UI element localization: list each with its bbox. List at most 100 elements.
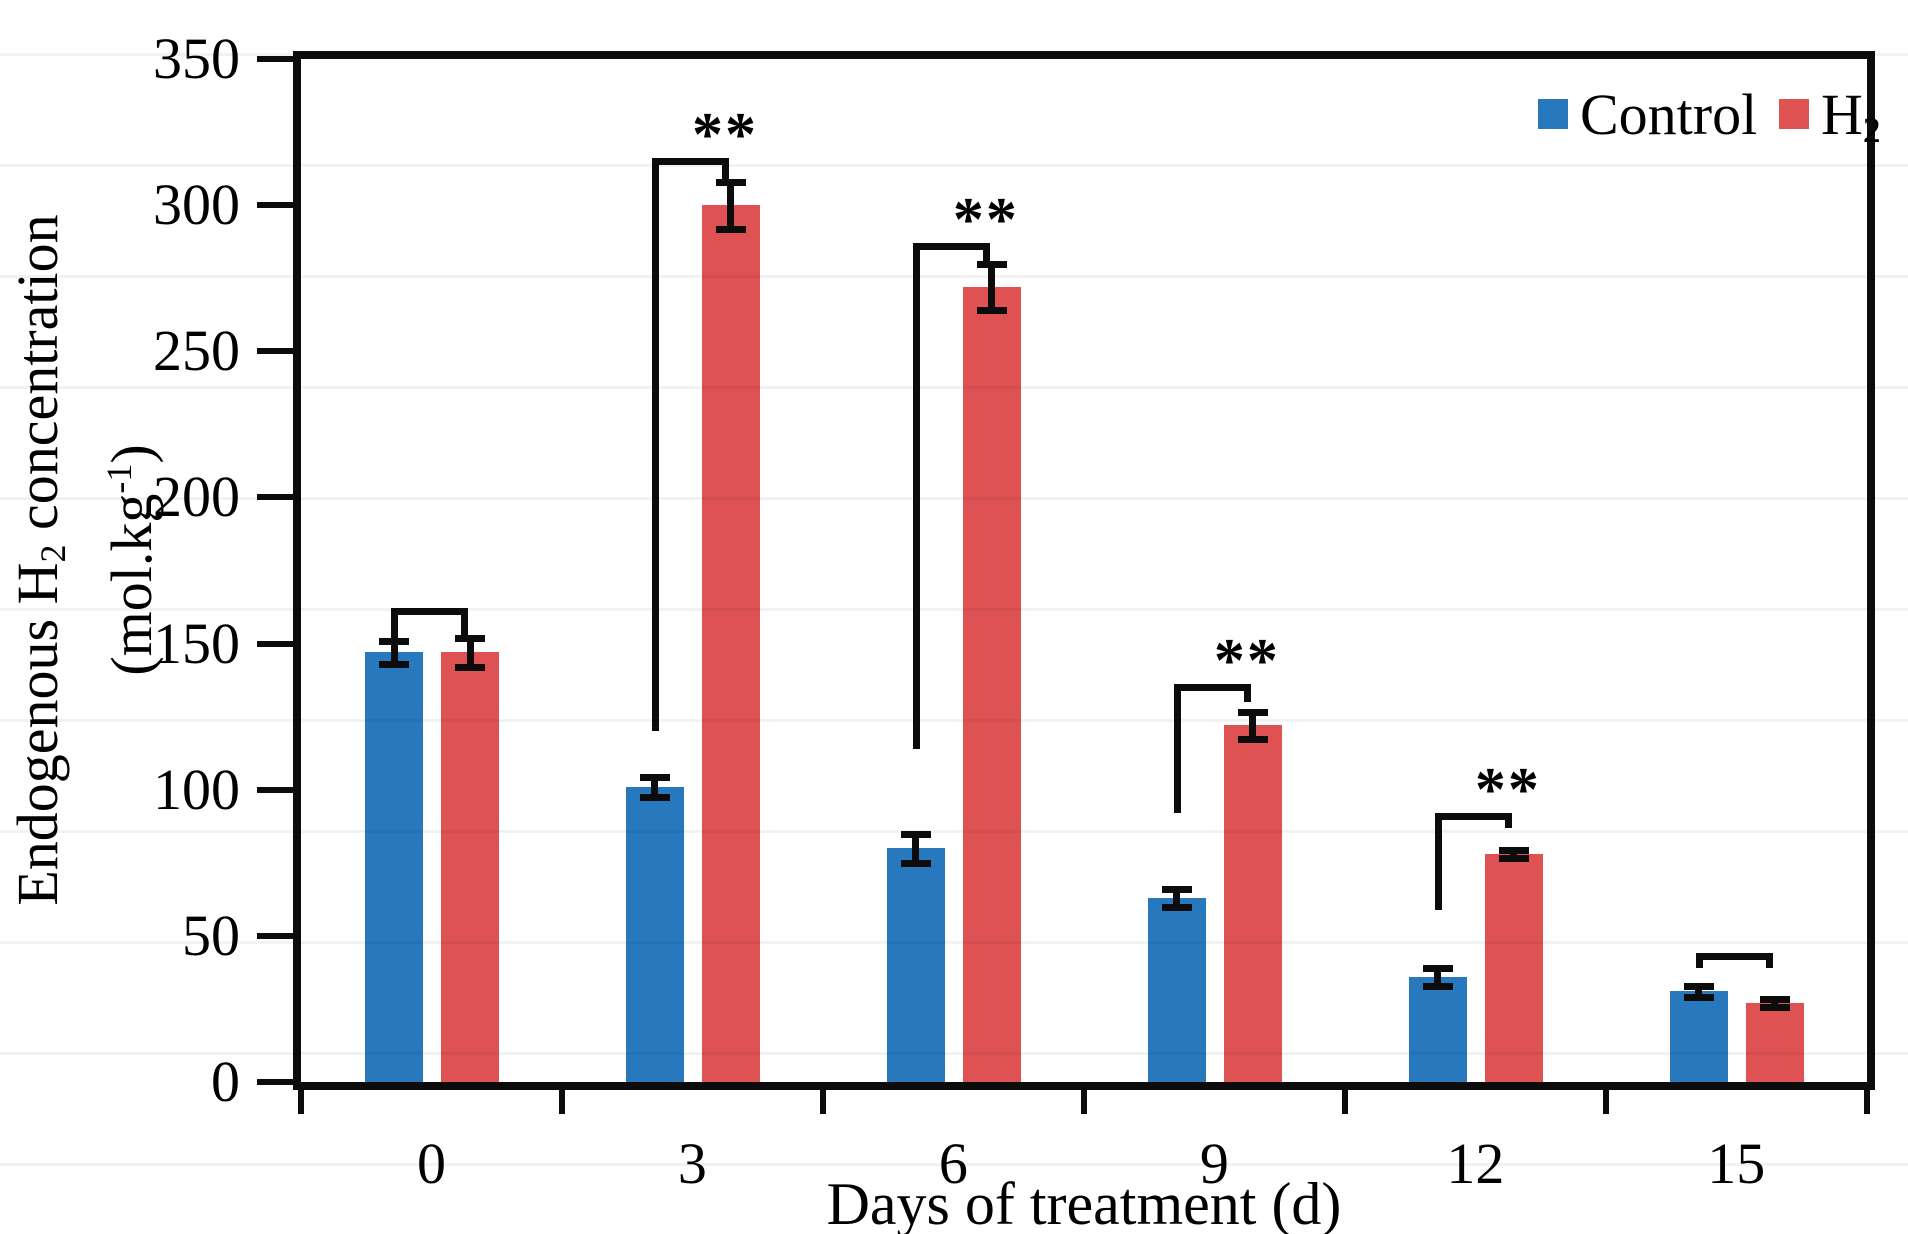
error-bar-cap-top-h2-day12 [1498,846,1529,854]
y-tick-label-100: 100 [153,756,240,822]
error-bar-cap-bottom-control-day9 [1161,903,1192,911]
error-bar-cap-bottom-h2-day9 [1237,735,1268,743]
sig-bracket-left-arm-day15 [1695,953,1703,968]
error-bar-line-control-day12 [1434,965,1442,989]
bar-h2-day12 [1484,854,1543,1082]
sig-bracket-hline-day6 [912,243,989,251]
error-bar-line-control-day0 [390,637,398,668]
error-bar-cap-top-control-day12 [1422,965,1453,972]
x-category-label-0: 0 [416,1131,446,1196]
error-bar-line-h2-day3 [727,178,735,232]
x-tick-4 [1341,1090,1348,1114]
sig-bracket-hline-day3 [651,158,728,166]
x-tick-5 [1602,1090,1609,1114]
sig-bracket-hline-day15 [1695,953,1772,961]
significance-stars-day12: ** [1474,756,1541,825]
y-tick-250 [257,348,293,355]
sig-bracket-left-arm-day6 [912,243,920,749]
bar-h2-day3 [701,205,760,1082]
error-bar-line-control-day3 [651,773,659,800]
error-bar-cap-bottom-control-day15 [1683,994,1714,1002]
error-bar-cap-bottom-control-day0 [379,661,409,669]
y-tick-350 [257,56,293,62]
y-tick-300 [257,202,293,209]
error-bar-cap-bottom-h2-day6 [976,307,1007,315]
y-tick-200 [257,494,293,501]
error-bar-cap-bottom-h2-day3 [715,225,746,233]
sig-bracket-left-arm-day3 [651,158,659,732]
x-category-label-6: 6 [938,1131,968,1196]
sig-bracket-right-arm-day6 [982,243,990,264]
error-bar-cap-top-control-day0 [379,637,409,645]
bar-h2-day15 [1745,1003,1804,1082]
legend-label-h2: H2 [1821,82,1881,150]
significance-stars-day6: ** [952,186,1019,255]
bar-control-day12 [1408,976,1467,1082]
sig-bracket-left-arm-day12 [1434,813,1442,910]
error-bar-cap-bottom-control-day12 [1422,982,1453,990]
error-bar-line-h2-day9 [1249,709,1257,742]
plot-frame [293,51,1875,1090]
y-tick-label-200: 200 [153,464,240,530]
sig-bracket-hline-day12 [1434,813,1511,821]
x-tick-2 [819,1090,826,1114]
y-tick-0 [257,1079,293,1085]
sig-bracket-hline-day0 [391,608,467,616]
bar-control-day6 [886,848,945,1082]
error-bar-cap-bottom-control-day6 [900,859,931,867]
bar-control-day15 [1669,991,1728,1082]
x-tick-6 [1863,1090,1870,1114]
y-tick-label-0: 0 [211,1049,240,1114]
bar-control-day3 [625,786,684,1082]
error-bar-line-control-day9 [1173,886,1181,910]
error-bar-line-control-day6 [912,830,920,866]
error-bar-cap-bottom-h2-day0 [455,663,485,671]
y-tick-50 [257,932,293,939]
x-category-label-15: 15 [1707,1131,1766,1196]
error-bar-line-h2-day6 [988,260,996,314]
error-bar-cap-top-control-day15 [1683,982,1714,990]
error-bar-line-control-day15 [1695,982,1703,1001]
sig-bracket-right-arm-day9 [1243,684,1251,703]
y-axis-title-line2: (mol.kg-1) [98,444,164,676]
legend-label-control: Control [1580,82,1758,147]
y-tick-150 [257,640,293,647]
error-bar-cap-top-h2-day15 [1759,995,1790,1003]
bar-h2-day9 [1223,725,1282,1082]
x-tick-0 [298,1090,304,1114]
x-category-label-9: 9 [1199,1131,1229,1196]
x-tick-3 [1080,1090,1087,1114]
error-bar-cap-top-control-day9 [1161,886,1192,894]
x-tick-1 [558,1090,565,1114]
error-bar-line-h2-day15 [1771,995,1779,1011]
bar-control-day9 [1147,897,1206,1082]
bar-h2-day0 [441,652,499,1082]
sig-bracket-right-arm-day15 [1765,953,1773,968]
sig-bracket-right-arm-day0 [461,608,468,641]
error-bar-cap-bottom-h2-day12 [1498,855,1529,863]
x-axis-title: Days of treatment (d) [826,1171,1342,1234]
error-bar-line-h2-day0 [466,634,474,670]
error-bar-cap-top-h2-day0 [455,634,485,642]
y-tick-label-250: 250 [153,318,240,384]
sig-bracket-right-arm-day12 [1504,813,1512,828]
error-bar-line-h2-day12 [1510,846,1518,862]
y-tick-label-50: 50 [182,902,240,968]
sig-bracket-left-arm-day9 [1173,684,1181,814]
error-bar-cap-bottom-control-day3 [639,794,670,802]
significance-stars-day3: ** [691,101,758,170]
error-bar-cap-top-h2-day9 [1237,709,1268,717]
error-bar-cap-bottom-h2-day15 [1759,1004,1790,1012]
y-tick-label-350: 350 [153,26,240,91]
error-bar-cap-top-control-day6 [900,830,931,838]
significance-stars-day9: ** [1213,627,1280,696]
y-tick-100 [257,786,293,793]
bar-control-day0 [365,652,423,1082]
x-category-label-3: 3 [677,1131,707,1196]
x-category-label-12: 12 [1446,1131,1505,1196]
legend-swatch-h2 [1779,99,1809,129]
y-axis-title-line1: Endogenous H2 concentration [5,214,73,906]
bar-h2-day6 [962,286,1021,1082]
y-axis-title: Endogenous H2 concentration (mol.kg-1) [5,210,164,910]
